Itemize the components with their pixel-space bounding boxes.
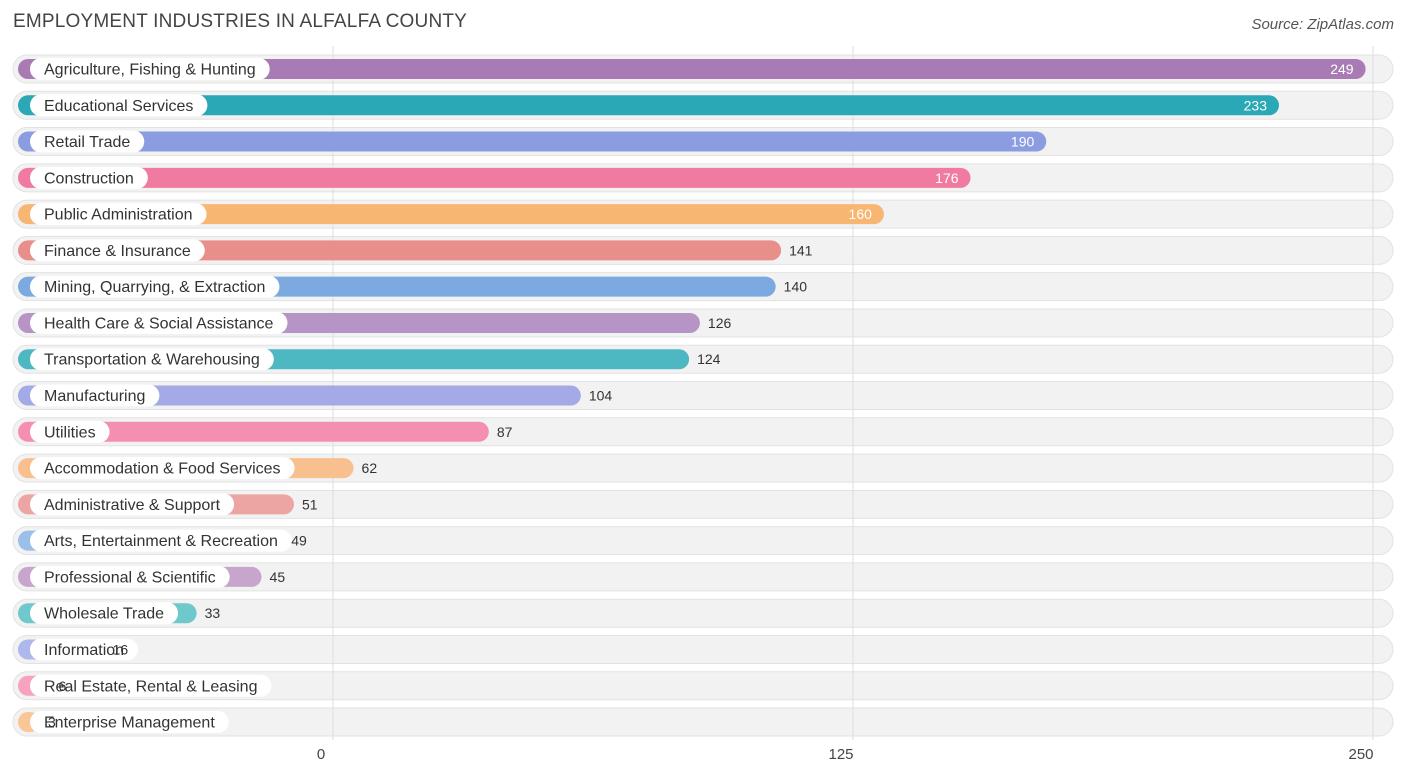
value-label: 126 [708, 315, 732, 331]
value-label: 140 [784, 279, 808, 295]
category-label-pill [30, 130, 145, 153]
category-label-pill [30, 602, 179, 625]
row-track [12, 707, 1394, 737]
bar [18, 204, 884, 225]
category-label: Transportation & Warehousing [44, 352, 260, 369]
category-label-pill [30, 493, 235, 516]
category-label: Enterprise Management [44, 715, 215, 732]
row-track [12, 453, 1394, 483]
category-label-pill [30, 94, 208, 117]
bar [18, 95, 1279, 116]
category-label: Administrative & Support [44, 497, 221, 514]
x-tick-label: 250 [1348, 746, 1373, 763]
value-label: 104 [589, 388, 613, 404]
category-label-pill [30, 529, 292, 552]
category-label-pill [30, 239, 205, 262]
row-track [12, 489, 1394, 519]
bar [18, 385, 581, 406]
category-label: Utilities [44, 424, 96, 441]
category-label: Real Estate, Rental & Leasing [44, 678, 257, 695]
value-label: 62 [362, 460, 378, 476]
category-label-pill [30, 711, 229, 734]
category-label-pill [30, 565, 230, 588]
category-label: Construction [44, 170, 134, 187]
category-label-pill [30, 420, 110, 443]
source-label: Source: ZipAtlas.com [1251, 16, 1394, 33]
category-label: Information [44, 642, 124, 659]
category-label: Mining, Quarrying, & Extraction [44, 279, 265, 296]
x-axis: 0 125 250 [317, 746, 1374, 763]
value-label: 33 [205, 605, 221, 621]
row-track [12, 671, 1394, 701]
category-label-pill [30, 166, 148, 189]
category-label: Health Care & Social Assistance [44, 315, 274, 332]
value-label: 249 [1330, 61, 1354, 77]
row-track [12, 598, 1394, 628]
bar [18, 240, 782, 261]
value-label: 233 [1244, 97, 1268, 113]
category-label-pill [30, 457, 295, 480]
category-label-pill [30, 203, 207, 226]
value-label: 124 [697, 351, 721, 367]
bar [18, 131, 1047, 152]
category-label-pill [30, 275, 280, 298]
x-tick-label: 0 [317, 746, 325, 763]
row-track [12, 562, 1394, 592]
bar [18, 167, 971, 188]
category-label: Arts, Entertainment & Recreation [44, 533, 278, 550]
value-label: 49 [291, 533, 307, 549]
category-label-pill [30, 384, 160, 407]
category-label: Wholesale Trade [44, 606, 164, 623]
category-label: Agriculture, Fishing & Hunting [44, 62, 256, 79]
value-label: 16 [113, 641, 129, 657]
category-label-pill [30, 348, 274, 371]
chart-title: EMPLOYMENT INDUSTRIES IN ALFALFA COUNTY [13, 11, 468, 32]
value-label: 176 [935, 170, 959, 186]
x-tick-label: 125 [828, 746, 853, 763]
row-track [12, 634, 1394, 664]
bar [18, 421, 489, 442]
value-label: 160 [849, 206, 873, 222]
category-label-pill [30, 674, 272, 697]
category-label-pill [30, 311, 288, 334]
category-label: Public Administration [44, 207, 193, 224]
value-label: 3 [48, 714, 56, 730]
bar [18, 59, 1366, 79]
category-label-pill [30, 638, 139, 661]
category-label: Finance & Insurance [44, 243, 191, 260]
category-label: Professional & Scientific [44, 569, 216, 586]
value-label: 190 [1011, 134, 1035, 150]
value-label: 6 [58, 678, 66, 694]
value-label: 45 [270, 569, 286, 585]
value-label: 141 [789, 242, 813, 258]
bars: Agriculture, Fishing & Hunting 249 Educati… [18, 58, 1366, 734]
value-label: 51 [302, 496, 318, 512]
category-label: Retail Trade [44, 134, 130, 151]
category-label: Accommodation & Food Services [44, 461, 281, 478]
category-label: Manufacturing [44, 388, 145, 405]
category-label-pill [30, 58, 270, 80]
category-label: Educational Services [44, 98, 193, 115]
row-track [12, 526, 1394, 556]
value-label: 87 [497, 424, 513, 440]
